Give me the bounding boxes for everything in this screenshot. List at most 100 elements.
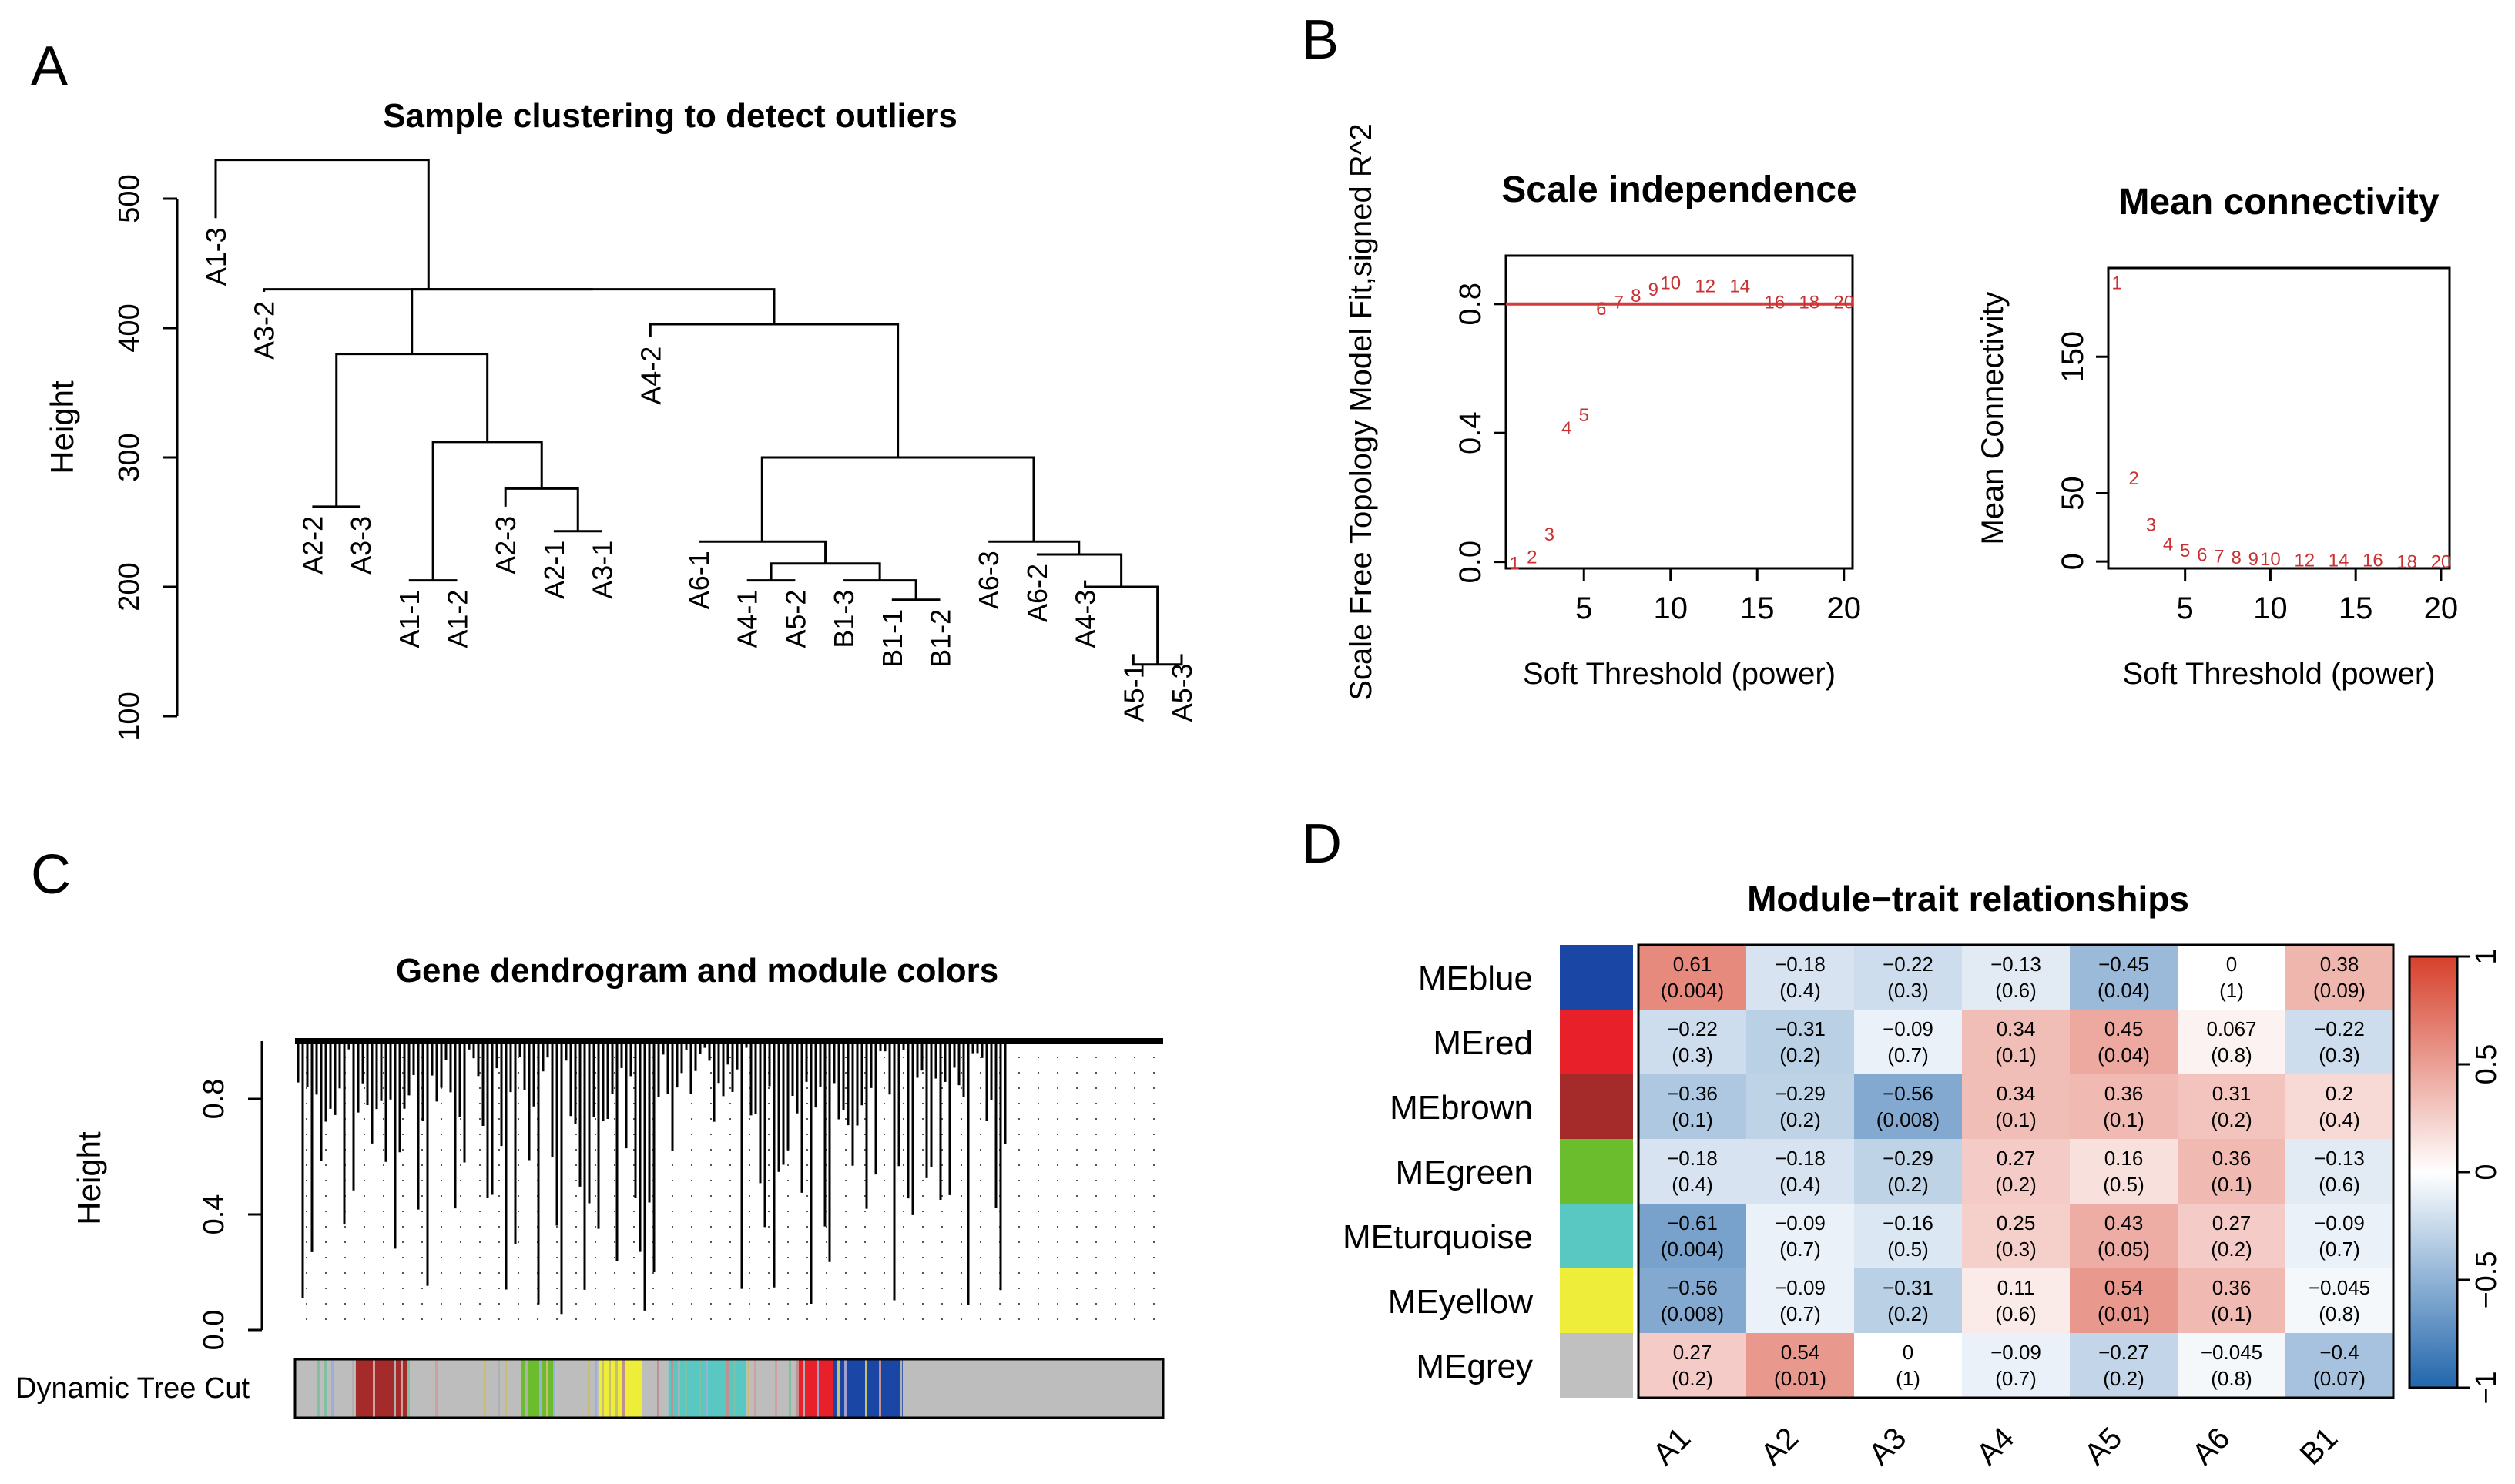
module-color-stripe — [324, 1359, 327, 1418]
leaf-label: A4-2 — [635, 347, 666, 405]
cell-pvalue: (0.1) — [1672, 1108, 1712, 1131]
column-label: A5 — [2078, 1421, 2129, 1472]
module-color-swatch — [1560, 1010, 1633, 1074]
column-label: A3 — [1863, 1421, 1913, 1472]
heatmap-cell — [2178, 1139, 2285, 1204]
data-point-label: 9 — [2248, 549, 2258, 570]
heatmap-cell — [2285, 1268, 2393, 1333]
cell-pvalue: (0.6) — [1995, 1302, 2036, 1325]
cell-correlation: 0.54 — [2104, 1276, 2144, 1299]
dendrogram-link — [649, 323, 900, 457]
color-scale-label: 0 — [2470, 1164, 2503, 1180]
panel-letter-b: B — [1302, 9, 1339, 71]
y-tick-label: 100 — [113, 692, 146, 740]
data-point-label: 6 — [1596, 299, 1606, 320]
heatmap-cell — [1746, 1204, 1854, 1268]
data-point-label: 8 — [2231, 548, 2241, 568]
dendrogram-link — [214, 159, 430, 290]
x-tick-label: 10 — [1654, 591, 1688, 625]
y-axis-label: Height — [44, 380, 80, 474]
panel-letter-d: D — [1302, 813, 1342, 875]
cell-pvalue: (0.5) — [2103, 1173, 2144, 1196]
data-point-label: 2 — [2129, 468, 2139, 489]
cell-correlation: 0.27 — [2212, 1211, 2252, 1234]
dendrogram-link — [760, 456, 1035, 542]
cell-pvalue: (0.4) — [2319, 1108, 2359, 1131]
module-color-stripe — [352, 1359, 354, 1418]
cell-correlation: 0.34 — [1997, 1017, 2036, 1040]
dendrogram-link — [335, 353, 489, 507]
color-scale-label: 0.5 — [2470, 1044, 2503, 1085]
module-color-stripe — [726, 1359, 729, 1418]
data-point-label: 20 — [2431, 551, 2452, 572]
color-scale-label: −1 — [2470, 1371, 2503, 1404]
x-axis-label: Soft Threshold (power) — [1523, 657, 1836, 691]
dendrogram-link — [699, 540, 827, 564]
module-color-stripe — [317, 1359, 320, 1418]
y-tick-label: 0.8 — [198, 1079, 230, 1120]
row-label: MEred — [1433, 1024, 1533, 1062]
module-color-stripe — [685, 1359, 687, 1418]
module-color-swatch — [1560, 1268, 1633, 1333]
x-tick-label: 15 — [2339, 591, 2373, 625]
leaf-label: A3-2 — [249, 301, 280, 360]
module-color-stripe — [331, 1359, 334, 1418]
row-label: MEgrey — [1416, 1348, 1533, 1385]
heatmap-cell — [1746, 1333, 1854, 1398]
heatmap-cell — [2178, 1268, 2285, 1333]
heatmap-cell — [1854, 1333, 1962, 1398]
cell-correlation: −0.045 — [2201, 1341, 2262, 1364]
color-scale-label: 1 — [2470, 948, 2503, 964]
cell-correlation: −0.045 — [2309, 1276, 2370, 1299]
y-tick-label: 50 — [2056, 476, 2090, 511]
heatmap-cell — [2070, 945, 2178, 1010]
cell-pvalue: (0.7) — [2319, 1238, 2359, 1261]
leaf-label: A1-1 — [394, 590, 425, 648]
cell-pvalue: (0.8) — [2319, 1302, 2359, 1325]
data-point-label: 14 — [2329, 551, 2349, 571]
leaf-label: B1-2 — [925, 609, 957, 668]
cell-pvalue: (0.004) — [1661, 1238, 1724, 1261]
cell-pvalue: (0.3) — [1887, 979, 1928, 1002]
cell-pvalue: (0.008) — [1661, 1302, 1724, 1325]
module-color-segment — [833, 1359, 903, 1418]
heatmap-cell — [1962, 1204, 2070, 1268]
heatmap-cell — [2178, 1204, 2285, 1268]
heatmap-cell — [2178, 945, 2285, 1010]
chart-title: Module−trait relationships — [1747, 879, 2189, 919]
data-point-label: 1 — [1510, 554, 1520, 575]
heatmap-cell — [1638, 1074, 1746, 1139]
leaf-label: B1-3 — [828, 590, 860, 648]
module-color-segment — [407, 1359, 521, 1418]
cell-pvalue: (1) — [1896, 1367, 1920, 1390]
module-color-swatch — [1560, 1074, 1633, 1139]
leaf-label: A2-1 — [538, 541, 570, 599]
module-color-segment — [642, 1359, 669, 1418]
cell-correlation: 0.36 — [2212, 1147, 2252, 1170]
heatmap-cell — [1746, 1074, 1854, 1139]
cell-pvalue: (1) — [2219, 979, 2244, 1002]
heatmap-cell — [1638, 945, 1746, 1010]
data-point-label: 4 — [2163, 534, 2173, 554]
chart-title: Mean connectivity — [2118, 182, 2439, 223]
leaf-label: A6-1 — [683, 551, 715, 609]
y-tick-label: 0.0 — [198, 1310, 230, 1351]
cell-correlation: −0.18 — [1775, 953, 1826, 976]
x-tick-label: 15 — [1740, 591, 1775, 625]
module-color-stripe — [615, 1359, 618, 1418]
dendrogram-link — [988, 540, 1081, 554]
heatmap-cell — [1962, 1268, 2070, 1333]
heatmap-cell — [1638, 1268, 1746, 1333]
data-point-label: 6 — [2197, 545, 2207, 566]
color-bar-frame — [293, 1358, 1165, 1419]
dendrogram-link — [263, 288, 593, 292]
heatmap-frame — [1637, 943, 2395, 1399]
cell-correlation: −0.31 — [1775, 1017, 1826, 1040]
module-color-swatch — [1560, 945, 1633, 1010]
column-label: A6 — [2186, 1421, 2237, 1472]
color-scale-bar — [2408, 955, 2459, 1389]
data-point-label: 20 — [1833, 293, 1854, 313]
data-point-label: 7 — [2214, 546, 2224, 567]
y-tick-label: 0.4 — [1454, 411, 1487, 454]
